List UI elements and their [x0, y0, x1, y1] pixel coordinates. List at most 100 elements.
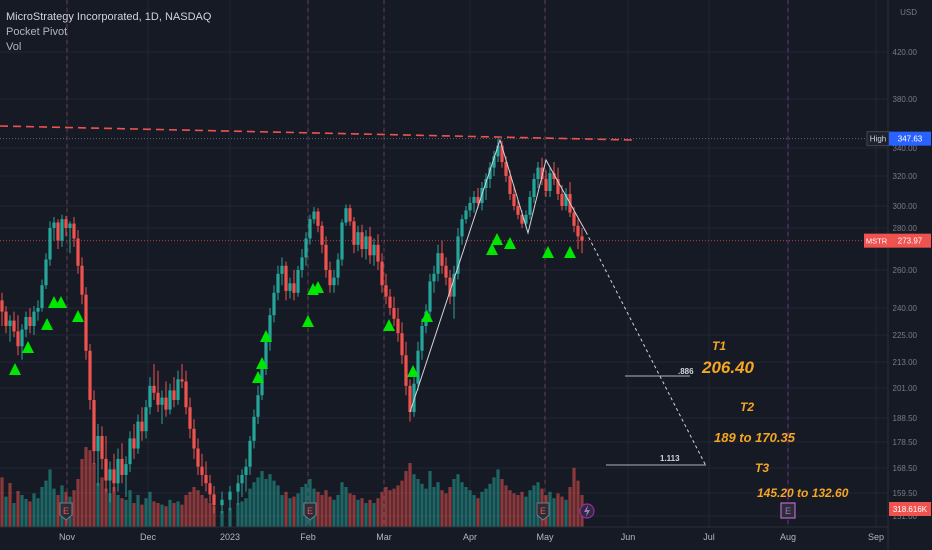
volume-bar	[348, 493, 352, 527]
candlesticks	[0, 138, 584, 514]
volume-bar	[188, 491, 192, 527]
candle-body	[524, 214, 528, 224]
candle-body	[440, 253, 444, 266]
volume-bar	[500, 479, 504, 527]
candle-body	[304, 238, 308, 258]
volume-bar	[148, 491, 152, 527]
candle-body	[472, 197, 476, 203]
volume-bar	[212, 506, 216, 527]
volume-bar	[260, 471, 264, 527]
candle-body	[432, 273, 436, 282]
pocket-pivot-triangle	[256, 357, 268, 369]
volume-bar	[368, 499, 372, 527]
candle-body	[8, 320, 12, 326]
volume-bar	[132, 503, 136, 527]
volume-bar	[124, 499, 128, 527]
candle-body	[376, 244, 380, 262]
price-tick: 168.50	[893, 464, 918, 473]
volume-bar	[432, 487, 436, 527]
candle-body	[16, 331, 20, 347]
volume-bar	[420, 483, 424, 527]
volume-bar	[288, 498, 292, 527]
volume-bar	[276, 485, 280, 527]
volume-bar	[404, 471, 408, 527]
pocket-pivot-triangle	[312, 281, 324, 293]
volume-bar	[556, 493, 560, 527]
candle-body	[336, 259, 340, 278]
volume-bar	[392, 488, 396, 527]
time-axis: E E E E Nov Dec 2023 Feb Mar Apr May Jun Jul Aug Sep	[0, 502, 888, 542]
volume-bar	[472, 495, 476, 527]
candle-body	[124, 464, 128, 475]
volume-bar	[572, 467, 576, 527]
target-3-label: T3	[755, 461, 769, 475]
candle-body	[476, 197, 480, 203]
price-tick: 151.00	[893, 512, 918, 521]
candle-body	[72, 223, 76, 239]
price-tick: 213.00	[893, 358, 918, 367]
volume-bar	[180, 504, 184, 527]
symbol-tag	[864, 233, 889, 248]
volume-bar	[320, 495, 324, 527]
candle-body	[200, 466, 204, 475]
target-annotations: .886 1.113 T1 206.40 T2 189 to 170.35 T3 145.20…	[660, 339, 849, 500]
candle-body	[388, 296, 392, 308]
volume-bar	[388, 490, 392, 527]
candle-body	[172, 390, 176, 400]
volume-bar	[528, 490, 532, 527]
volume-bar	[176, 501, 180, 527]
candle-body	[292, 283, 296, 293]
candle-body	[80, 265, 84, 295]
volume-bar	[116, 495, 120, 527]
volume-bar	[100, 477, 104, 527]
volume-bar	[44, 480, 48, 527]
candle-body	[160, 397, 164, 405]
chart-title: MicroStrategy Incorporated, 1D, NASDAQ	[6, 11, 212, 23]
volume-bar	[196, 490, 200, 527]
indicator-pocket-pivot[interactable]: Pocket Pivot	[6, 26, 68, 38]
candle-body	[300, 257, 304, 270]
earnings-marker-letter: E	[63, 506, 69, 516]
pocket-pivot-triangle	[564, 246, 576, 258]
volume-bar	[36, 498, 40, 527]
volume-bar	[192, 487, 196, 527]
candle-body	[276, 273, 280, 293]
pocket-pivot-triangle	[55, 296, 67, 308]
volume-bar	[252, 482, 256, 527]
candle-body	[436, 253, 440, 274]
volume-bar	[480, 491, 484, 527]
candle-body	[192, 428, 196, 449]
candle-body	[360, 232, 364, 249]
volume-bar	[84, 447, 88, 527]
candle-body	[348, 208, 352, 222]
candle-body	[204, 474, 208, 484]
candle-body	[112, 469, 116, 484]
time-axis-label: Jun	[621, 532, 636, 542]
candle-body	[344, 208, 348, 223]
volume-tag	[889, 502, 931, 516]
candle-body	[196, 448, 200, 467]
candle-body	[404, 355, 408, 386]
candle-body	[96, 436, 100, 452]
volume-bar	[16, 491, 20, 527]
candle-body	[264, 341, 268, 369]
volume-bar	[56, 495, 60, 527]
volume-bar	[336, 495, 340, 527]
candle-body	[516, 206, 520, 215]
volume-bar	[464, 487, 468, 527]
indicator-volume[interactable]: Vol	[6, 41, 22, 53]
volume-bar	[104, 488, 108, 527]
volume-bar	[412, 474, 416, 527]
volume-bar	[332, 499, 336, 527]
volume-bar	[356, 499, 360, 527]
pocket-pivot-markers	[9, 233, 576, 383]
earnings-marker-icon	[536, 502, 550, 521]
last-price: 273.97	[898, 237, 923, 246]
candle-body	[36, 308, 40, 312]
high-value: 347.63	[898, 135, 923, 144]
volume-bar	[488, 483, 492, 527]
pocket-pivot-triangle	[22, 341, 34, 353]
volume-bar	[560, 496, 564, 527]
